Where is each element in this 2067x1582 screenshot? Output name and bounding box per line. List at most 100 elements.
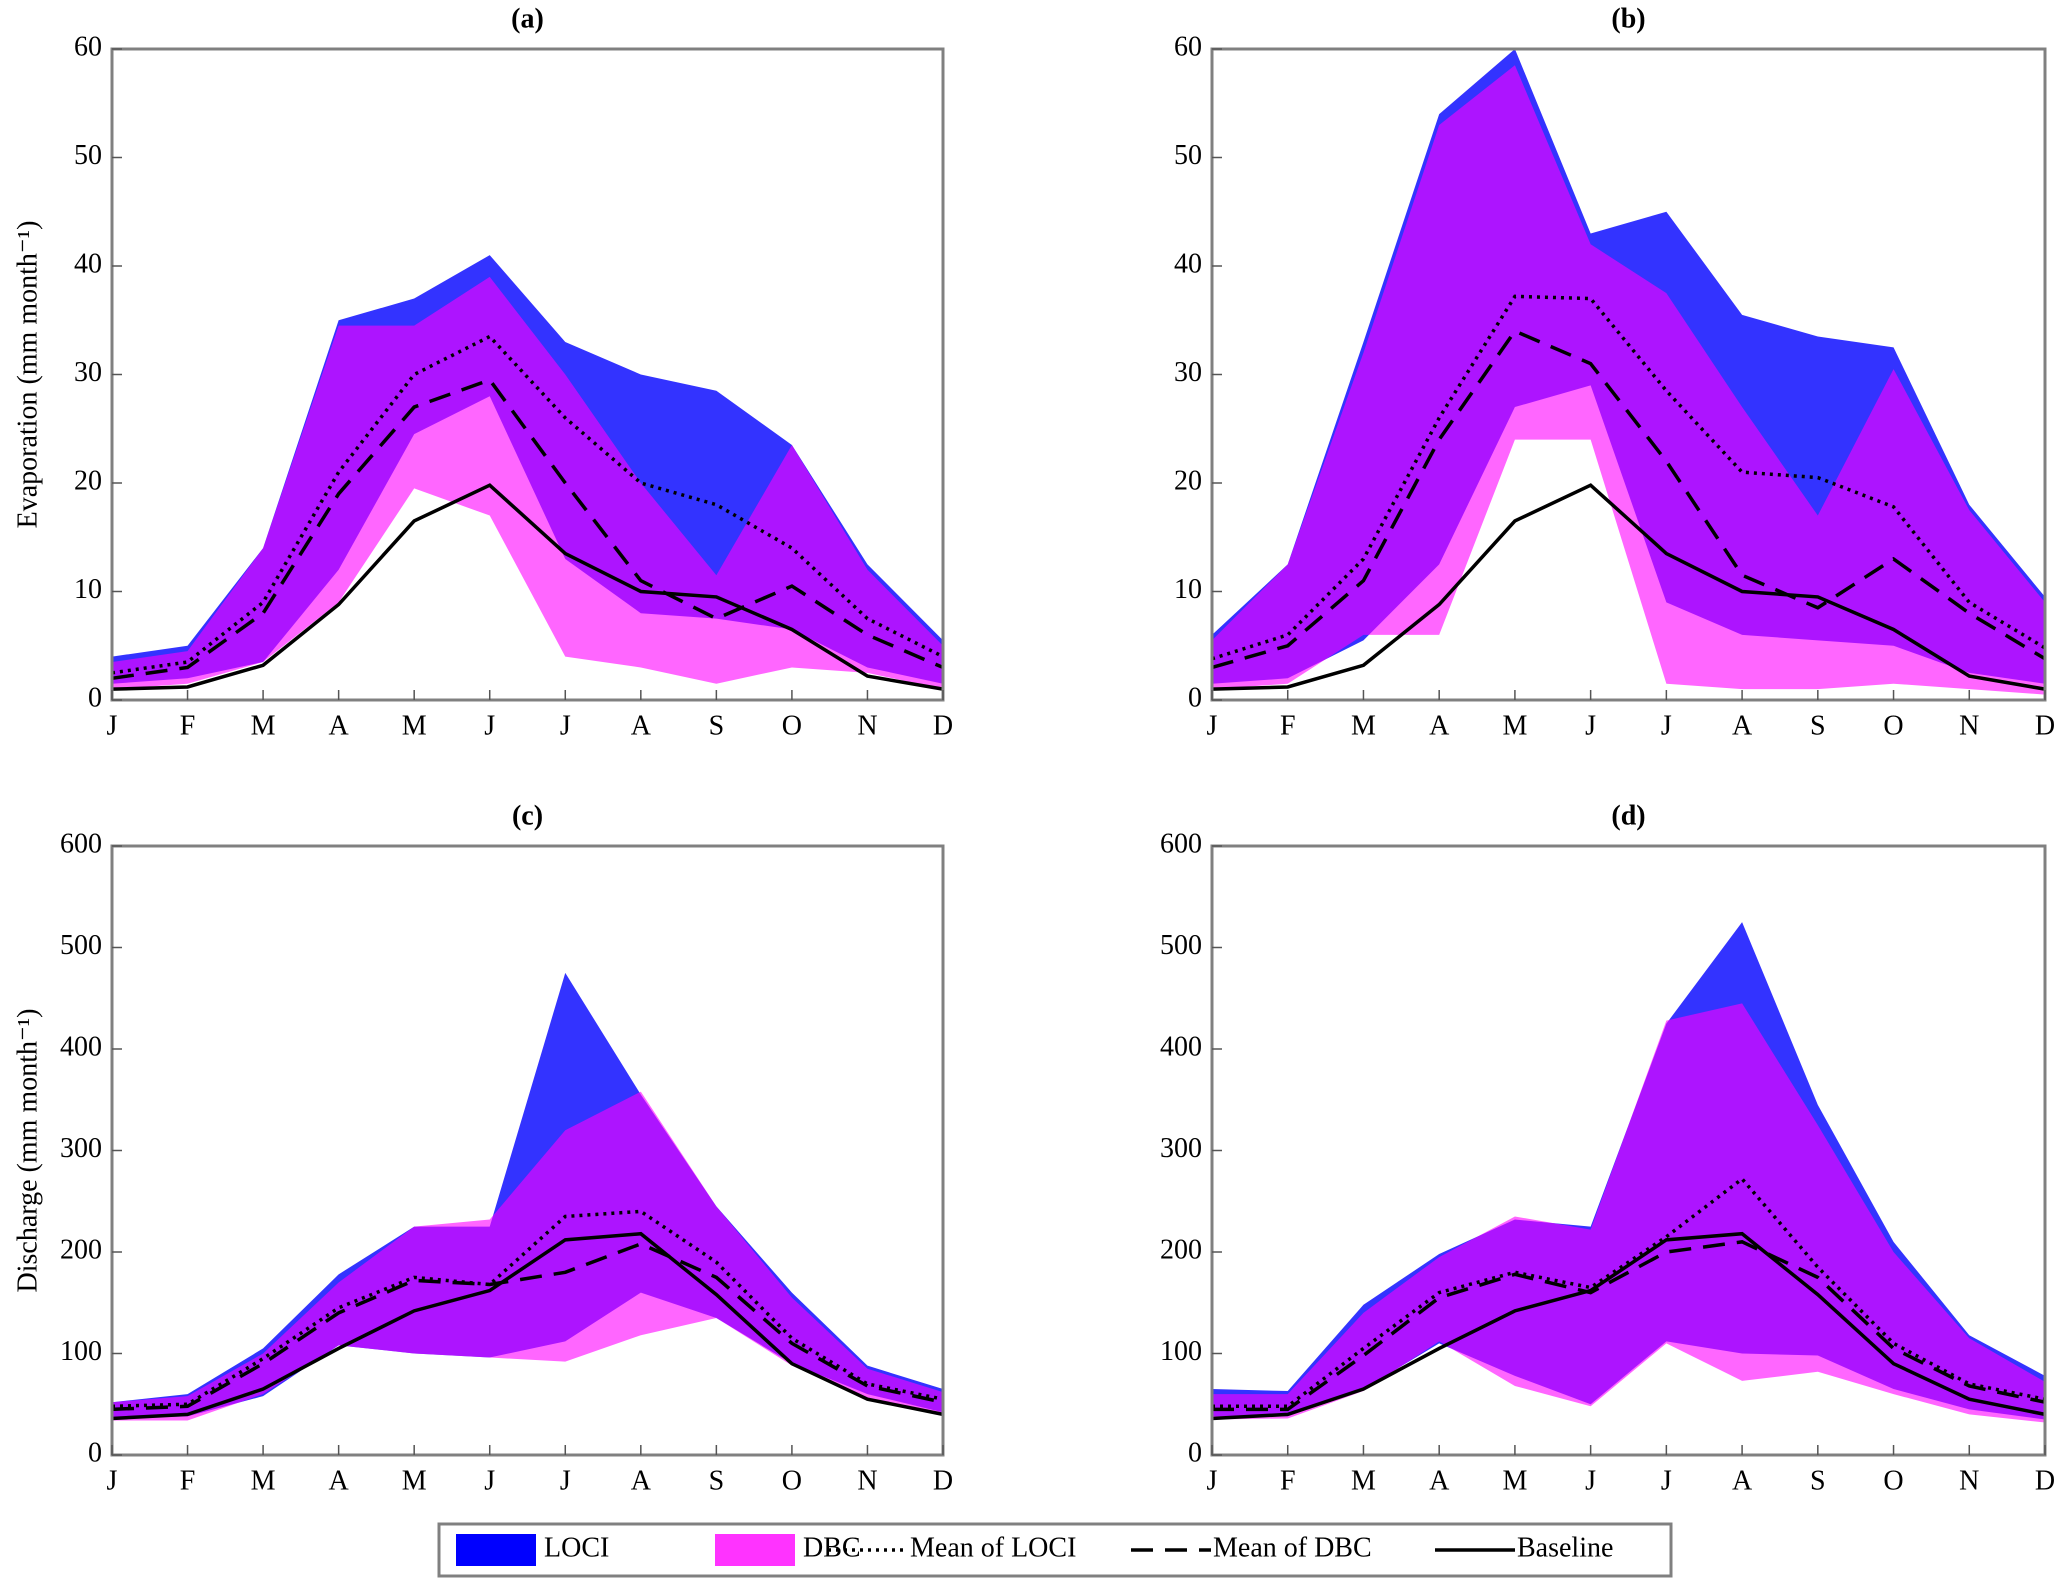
y-tick-label: 50 (1174, 140, 1202, 171)
x-tick-label: A (631, 710, 652, 741)
x-tick-label: S (709, 1465, 725, 1496)
line (111, 1209, 944, 1409)
x-tick-label: N (1959, 710, 1979, 741)
y-axis-label: Discharge (mm month⁻¹) (12, 1009, 43, 1293)
x-tick-label: S (709, 710, 725, 741)
y-tick-label: 0 (88, 682, 102, 713)
x-tick-label: J (1585, 1465, 1596, 1496)
legend-swatch (715, 1534, 795, 1566)
x-tick-label: J (107, 1465, 118, 1496)
range-band (112, 276, 943, 690)
line (111, 1231, 944, 1421)
x-tick-label: A (1429, 1465, 1450, 1496)
panel-title: (a) (511, 3, 544, 34)
x-tick-label: J (1661, 1465, 1672, 1496)
x-tick-label: O (782, 1465, 802, 1496)
y-tick-label: 0 (1188, 1437, 1202, 1468)
legend-label: Mean of LOCI (910, 1532, 1076, 1563)
y-tick-label: 0 (88, 1437, 102, 1468)
x-tick-label: M (1502, 1465, 1527, 1496)
x-tick-label: M (1351, 710, 1376, 741)
x-tick-label: M (1351, 1465, 1376, 1496)
y-tick-label: 500 (60, 930, 102, 961)
y-tick-label: 10 (1174, 574, 1202, 605)
x-tick-label: F (1280, 710, 1296, 741)
y-tick-label: 500 (1160, 930, 1202, 961)
line (1212, 1176, 2046, 1409)
y-tick-label: 400 (60, 1031, 102, 1062)
x-tick-label: A (1429, 710, 1450, 741)
legend-label: Baseline (1517, 1532, 1613, 1563)
y-tick-label: 100 (60, 1336, 102, 1367)
x-tick-label: M (251, 710, 276, 741)
line (111, 483, 944, 691)
panel-title: (c) (512, 800, 543, 831)
x-tick-label: A (329, 1465, 350, 1496)
y-tick-label: 50 (74, 140, 102, 171)
range-band (1212, 65, 2045, 695)
x-tick-label: O (1883, 1465, 1903, 1496)
legend-label: Mean of DBC (1213, 1532, 1372, 1563)
y-tick-label: 200 (1160, 1234, 1202, 1265)
panel-title: (d) (1611, 800, 1645, 831)
y-tick-label: 300 (1160, 1133, 1202, 1164)
line (111, 1241, 944, 1412)
x-tick-label: J (484, 1465, 495, 1496)
line (111, 334, 944, 675)
line (1211, 1231, 2046, 1421)
range-band (112, 1091, 943, 1421)
x-tick-label: D (933, 1465, 953, 1496)
x-tick-label: D (2035, 710, 2055, 741)
x-tick-label: A (329, 710, 350, 741)
panel-title: (b) (1611, 3, 1645, 34)
line (1211, 328, 2046, 670)
x-tick-label: F (180, 1465, 196, 1496)
y-tick-label: 20 (1174, 465, 1202, 496)
y-tick-label: 200 (60, 1234, 102, 1265)
x-tick-label: M (402, 1465, 427, 1496)
y-tick-label: 300 (60, 1133, 102, 1164)
x-tick-label: M (402, 710, 427, 741)
x-tick-label: J (1207, 710, 1218, 741)
x-tick-label: J (1585, 710, 1596, 741)
x-tick-label: J (560, 710, 571, 741)
line (1211, 294, 2046, 661)
x-tick-label: N (857, 1465, 877, 1496)
x-tick-label: D (2035, 1465, 2055, 1496)
range-band (1212, 1003, 2045, 1423)
x-tick-label: N (857, 710, 877, 741)
y-tick-label: 600 (1160, 828, 1202, 859)
x-tick-label: A (631, 1465, 652, 1496)
x-tick-label: D (933, 710, 953, 741)
x-tick-label: J (1207, 1465, 1218, 1496)
y-tick-label: 40 (1174, 248, 1202, 279)
legend-label: LOCI (544, 1532, 609, 1563)
y-tick-label: 400 (1160, 1031, 1202, 1062)
x-tick-label: S (1810, 1465, 1826, 1496)
x-tick-label: J (107, 710, 118, 741)
y-tick-label: 20 (74, 465, 102, 496)
legend-label: DBC (803, 1532, 861, 1563)
y-tick-label: 10 (74, 574, 102, 605)
y-tick-label: 60 (1174, 31, 1202, 62)
y-tick-label: 30 (74, 357, 102, 388)
x-tick-label: O (1883, 710, 1903, 741)
y-tick-label: 600 (60, 828, 102, 859)
x-tick-label: M (1502, 710, 1527, 741)
x-tick-label: J (1661, 710, 1672, 741)
x-tick-label: F (1280, 1465, 1296, 1496)
x-tick-label: J (484, 710, 495, 741)
legend-swatch (456, 1534, 536, 1566)
x-tick-label: S (1810, 710, 1826, 741)
x-tick-label: J (560, 1465, 571, 1496)
y-axis-label: Evaporation (mm month⁻¹) (12, 221, 43, 529)
y-tick-label: 30 (1174, 357, 1202, 388)
x-tick-label: O (782, 710, 802, 741)
x-tick-label: A (1732, 1465, 1753, 1496)
y-tick-label: 0 (1188, 682, 1202, 713)
y-tick-label: 100 (1160, 1336, 1202, 1367)
x-tick-label: F (180, 710, 196, 741)
line (1211, 483, 2046, 691)
y-tick-label: 40 (74, 248, 102, 279)
